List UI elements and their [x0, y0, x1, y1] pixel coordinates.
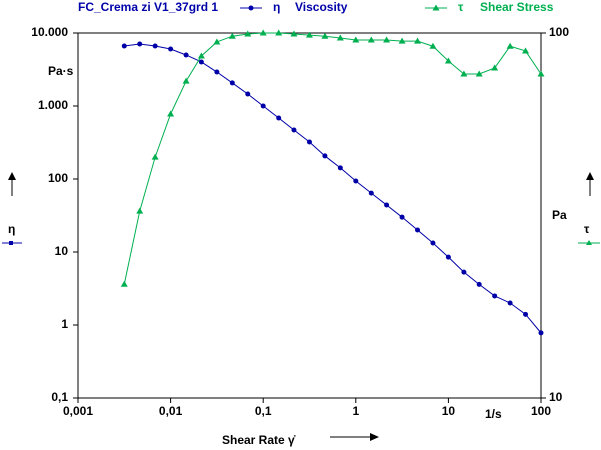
data-point	[137, 41, 143, 47]
series-line	[124, 43, 542, 334]
data-point	[429, 42, 437, 49]
data-point	[305, 31, 313, 38]
chart-title: FC_Crema zi V1_37grd 1	[78, 0, 218, 14]
y-tick-label: 0,1	[51, 390, 68, 404]
data-point	[182, 77, 190, 84]
data-point	[260, 103, 266, 109]
data-point	[229, 80, 235, 86]
y-tick-label: 10	[55, 244, 69, 258]
data-point	[291, 127, 297, 133]
data-point	[322, 153, 328, 159]
data-point	[306, 139, 312, 145]
data-point	[461, 269, 467, 275]
y-tick-label: 1	[61, 317, 68, 331]
data-point	[384, 202, 390, 208]
data-point	[445, 254, 451, 260]
data-point	[321, 32, 329, 39]
y-unit: Pa·s	[48, 64, 74, 78]
data-point	[244, 30, 252, 37]
data-point	[506, 42, 514, 49]
data-point	[336, 34, 344, 41]
data-point	[121, 43, 127, 49]
data-point	[167, 110, 175, 117]
data-point	[136, 207, 144, 214]
x-tick-label: 10	[442, 404, 456, 418]
legend-label: Viscosity	[295, 0, 348, 14]
y2-label-marker	[586, 240, 592, 245]
data-point	[491, 64, 499, 71]
data-point	[120, 280, 128, 287]
data-point	[475, 70, 483, 77]
data-point	[275, 29, 283, 36]
data-point	[183, 52, 189, 58]
data-point	[337, 165, 343, 171]
y-arrow-head	[8, 172, 16, 180]
legend-symbol: τ	[458, 0, 464, 14]
y2-tick-label: 10	[549, 390, 563, 404]
y-label: η	[8, 222, 15, 236]
data-point	[367, 36, 375, 43]
legend-marker	[248, 5, 254, 11]
data-point	[398, 37, 406, 44]
data-point	[214, 69, 220, 75]
x-tick-label: 100	[531, 404, 551, 418]
x-arrow-head	[370, 433, 379, 441]
x-tick-label: 1	[352, 404, 359, 418]
data-point	[523, 311, 529, 317]
data-point	[414, 37, 422, 44]
data-point	[353, 178, 359, 184]
data-point	[276, 115, 282, 121]
series-line	[123, 32, 542, 285]
data-point	[492, 293, 498, 299]
data-point	[522, 47, 530, 54]
data-point	[368, 190, 374, 196]
y2-arrow-head	[586, 172, 594, 180]
data-point	[383, 36, 391, 43]
data-point	[168, 46, 174, 52]
data-point	[537, 70, 545, 77]
data-point	[352, 36, 360, 43]
y-label-marker	[9, 241, 13, 245]
data-point	[198, 59, 204, 65]
data-point	[259, 29, 267, 36]
y2-unit: Pa	[552, 208, 567, 222]
y2-label: τ	[584, 222, 590, 236]
data-point	[245, 91, 251, 97]
data-point	[151, 153, 159, 160]
data-point	[476, 281, 482, 287]
legend-symbol: η	[273, 0, 280, 14]
data-point	[538, 330, 544, 336]
y2-tick-label: 100	[549, 25, 569, 39]
legend-label: Shear Stress	[480, 0, 554, 14]
y-tick-label: 10.000	[31, 25, 68, 39]
x-label: Shear Rate γ̇	[222, 433, 296, 447]
data-point	[415, 227, 421, 233]
plot-frame	[77, 32, 542, 399]
y-tick-label: 100	[48, 171, 68, 185]
y-tick-label: 1.000	[38, 98, 68, 112]
data-point	[152, 43, 158, 49]
x-tick-label: 0,01	[159, 404, 183, 418]
data-point	[228, 32, 236, 39]
x-unit: 1/s	[485, 407, 502, 421]
data-point	[460, 70, 468, 77]
data-point	[213, 38, 221, 45]
data-point	[290, 30, 298, 37]
x-tick-label: 0,001	[63, 404, 93, 418]
data-point	[430, 240, 436, 246]
x-tick-label: 0,1	[255, 404, 272, 418]
legend-marker	[432, 4, 440, 11]
data-point	[197, 52, 205, 59]
data-point	[399, 214, 405, 220]
data-point	[507, 300, 513, 306]
data-point	[444, 57, 452, 64]
